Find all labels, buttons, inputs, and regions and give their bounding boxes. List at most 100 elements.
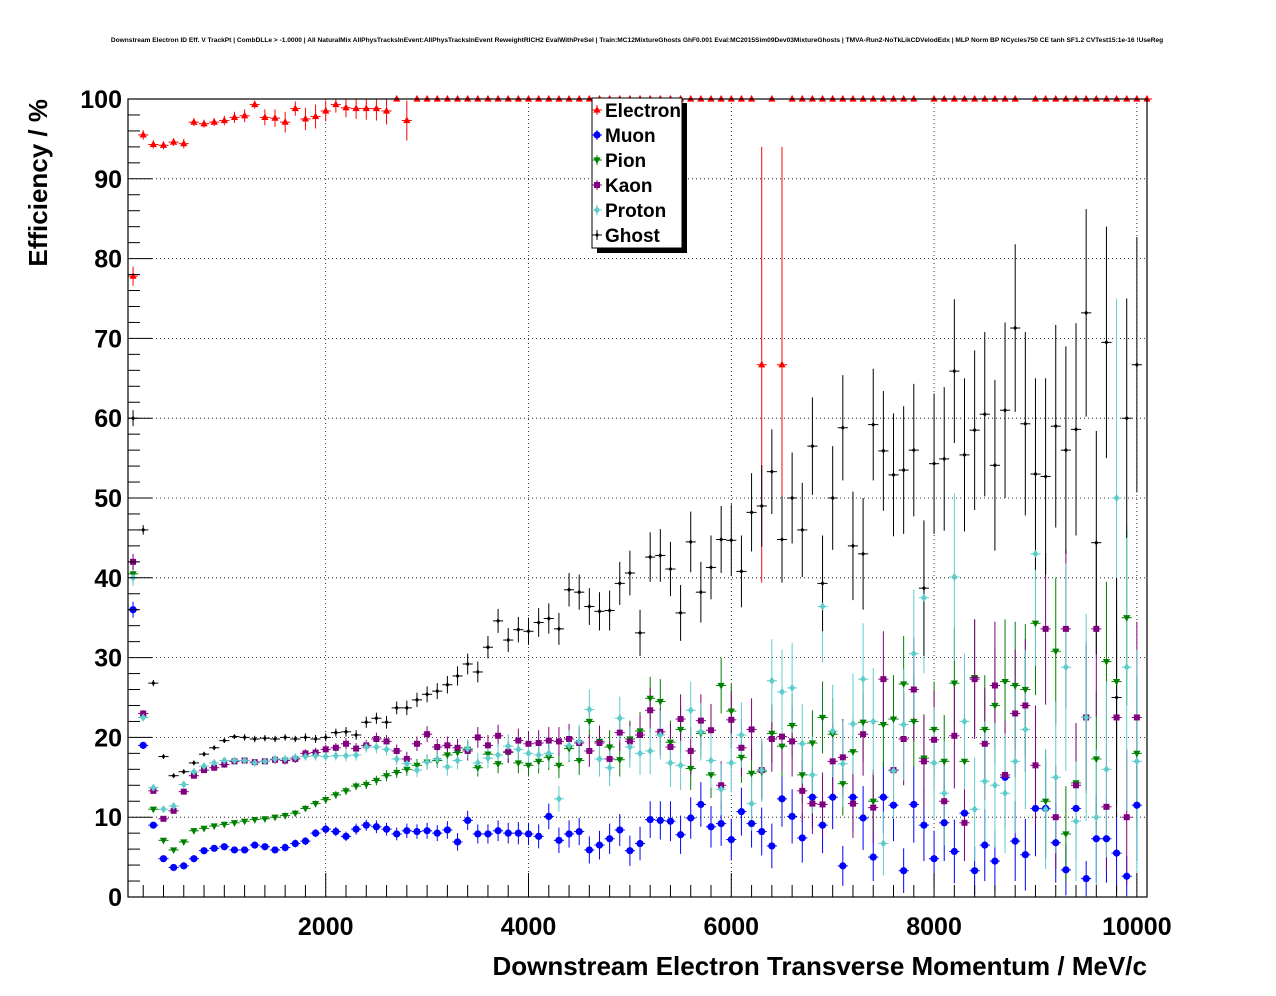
muon-point [210,844,218,852]
electron-point [545,94,553,102]
kaon-point [839,754,846,761]
kaon-point [180,788,187,795]
electron-point [139,130,147,138]
pion-point [788,722,796,730]
ghost-point [283,734,288,740]
electron-point [190,118,198,125]
proton-point [900,720,907,729]
proton-point [566,741,573,750]
muon-point [971,867,979,875]
kaon-point [981,740,988,747]
muon-point [676,831,685,839]
proton-point [484,754,491,763]
pion-point [220,821,228,829]
electron-point [950,94,958,102]
kaon-point [505,748,512,755]
kaon-point [1012,710,1019,717]
proton-point [535,750,542,759]
proton-point [373,742,380,751]
electron-point [585,94,593,102]
ghost-point [1114,695,1119,700]
proton-point [515,745,522,754]
muon-point [687,814,695,822]
kaon-point [1073,782,1080,789]
proton-point [150,783,157,792]
muon-point [626,847,634,855]
kaon-point [474,734,481,741]
proton-point [342,751,349,760]
kaon-point [910,686,917,693]
pion-point [474,765,482,772]
proton-point [677,761,684,770]
ghost-point [982,411,987,417]
electron-point [940,94,948,102]
muon-point [545,812,553,821]
proton-point [1022,725,1029,734]
y-tick-label: 0 [108,884,122,912]
ghost-point [577,589,582,595]
electron-point [200,119,208,127]
ghost-point [1104,339,1109,345]
ghost-point [962,452,967,458]
proton-point [657,731,664,740]
proton-point [282,754,289,763]
pion-point [575,757,583,765]
muon-point [382,825,391,833]
electron-point [737,94,746,102]
ghost-point [617,580,622,586]
y-tick-label: 70 [94,325,122,353]
kaon-point [697,717,704,724]
muon-point [1112,849,1121,857]
kaon-point [170,807,177,814]
ghost-point [1013,325,1018,331]
electron-point [565,94,573,102]
pion-point [362,781,370,789]
pion-point [910,718,918,726]
muon-point [423,827,431,835]
pion-point [981,726,989,734]
ghost-point [536,619,541,625]
ghost-point [475,669,480,675]
muon-point [829,793,837,801]
electron-point [1001,94,1009,102]
electron-point [1123,94,1131,102]
proton-point [231,756,238,765]
electron-point [291,104,299,112]
ghost-point [222,738,227,744]
proton-point [931,758,938,767]
proton-point [292,753,299,762]
ghost-point [932,461,937,467]
pion-point [281,813,289,820]
ghost-point [901,467,906,473]
proton-point [849,719,856,728]
pion-point [768,730,776,738]
muon-point [697,800,705,809]
pion-point [859,719,867,727]
proton-point [819,602,826,611]
ghost-point [323,734,328,740]
electron-point [484,94,492,102]
muon-point [1062,866,1070,874]
ghost-point [506,637,511,643]
ghost-point [171,773,176,779]
kaon-point [626,738,633,745]
pion-point [849,749,857,756]
ghost-point [546,615,551,621]
ghost-point [445,682,450,688]
muon-point [737,808,746,816]
muon-point [930,855,938,863]
muon-point [322,825,330,833]
proton-point [221,756,228,765]
muon-point [1102,835,1111,843]
muon-point [393,830,401,838]
muon-point [575,827,583,836]
pion-point [950,680,958,688]
muon-point [261,843,269,851]
muon-point [656,816,664,824]
pion-point [778,743,786,751]
electron-point [332,100,340,108]
electron-point [818,94,827,102]
muon-point [251,841,259,849]
kaon-point [931,736,938,743]
kaon-point [1002,771,1009,778]
